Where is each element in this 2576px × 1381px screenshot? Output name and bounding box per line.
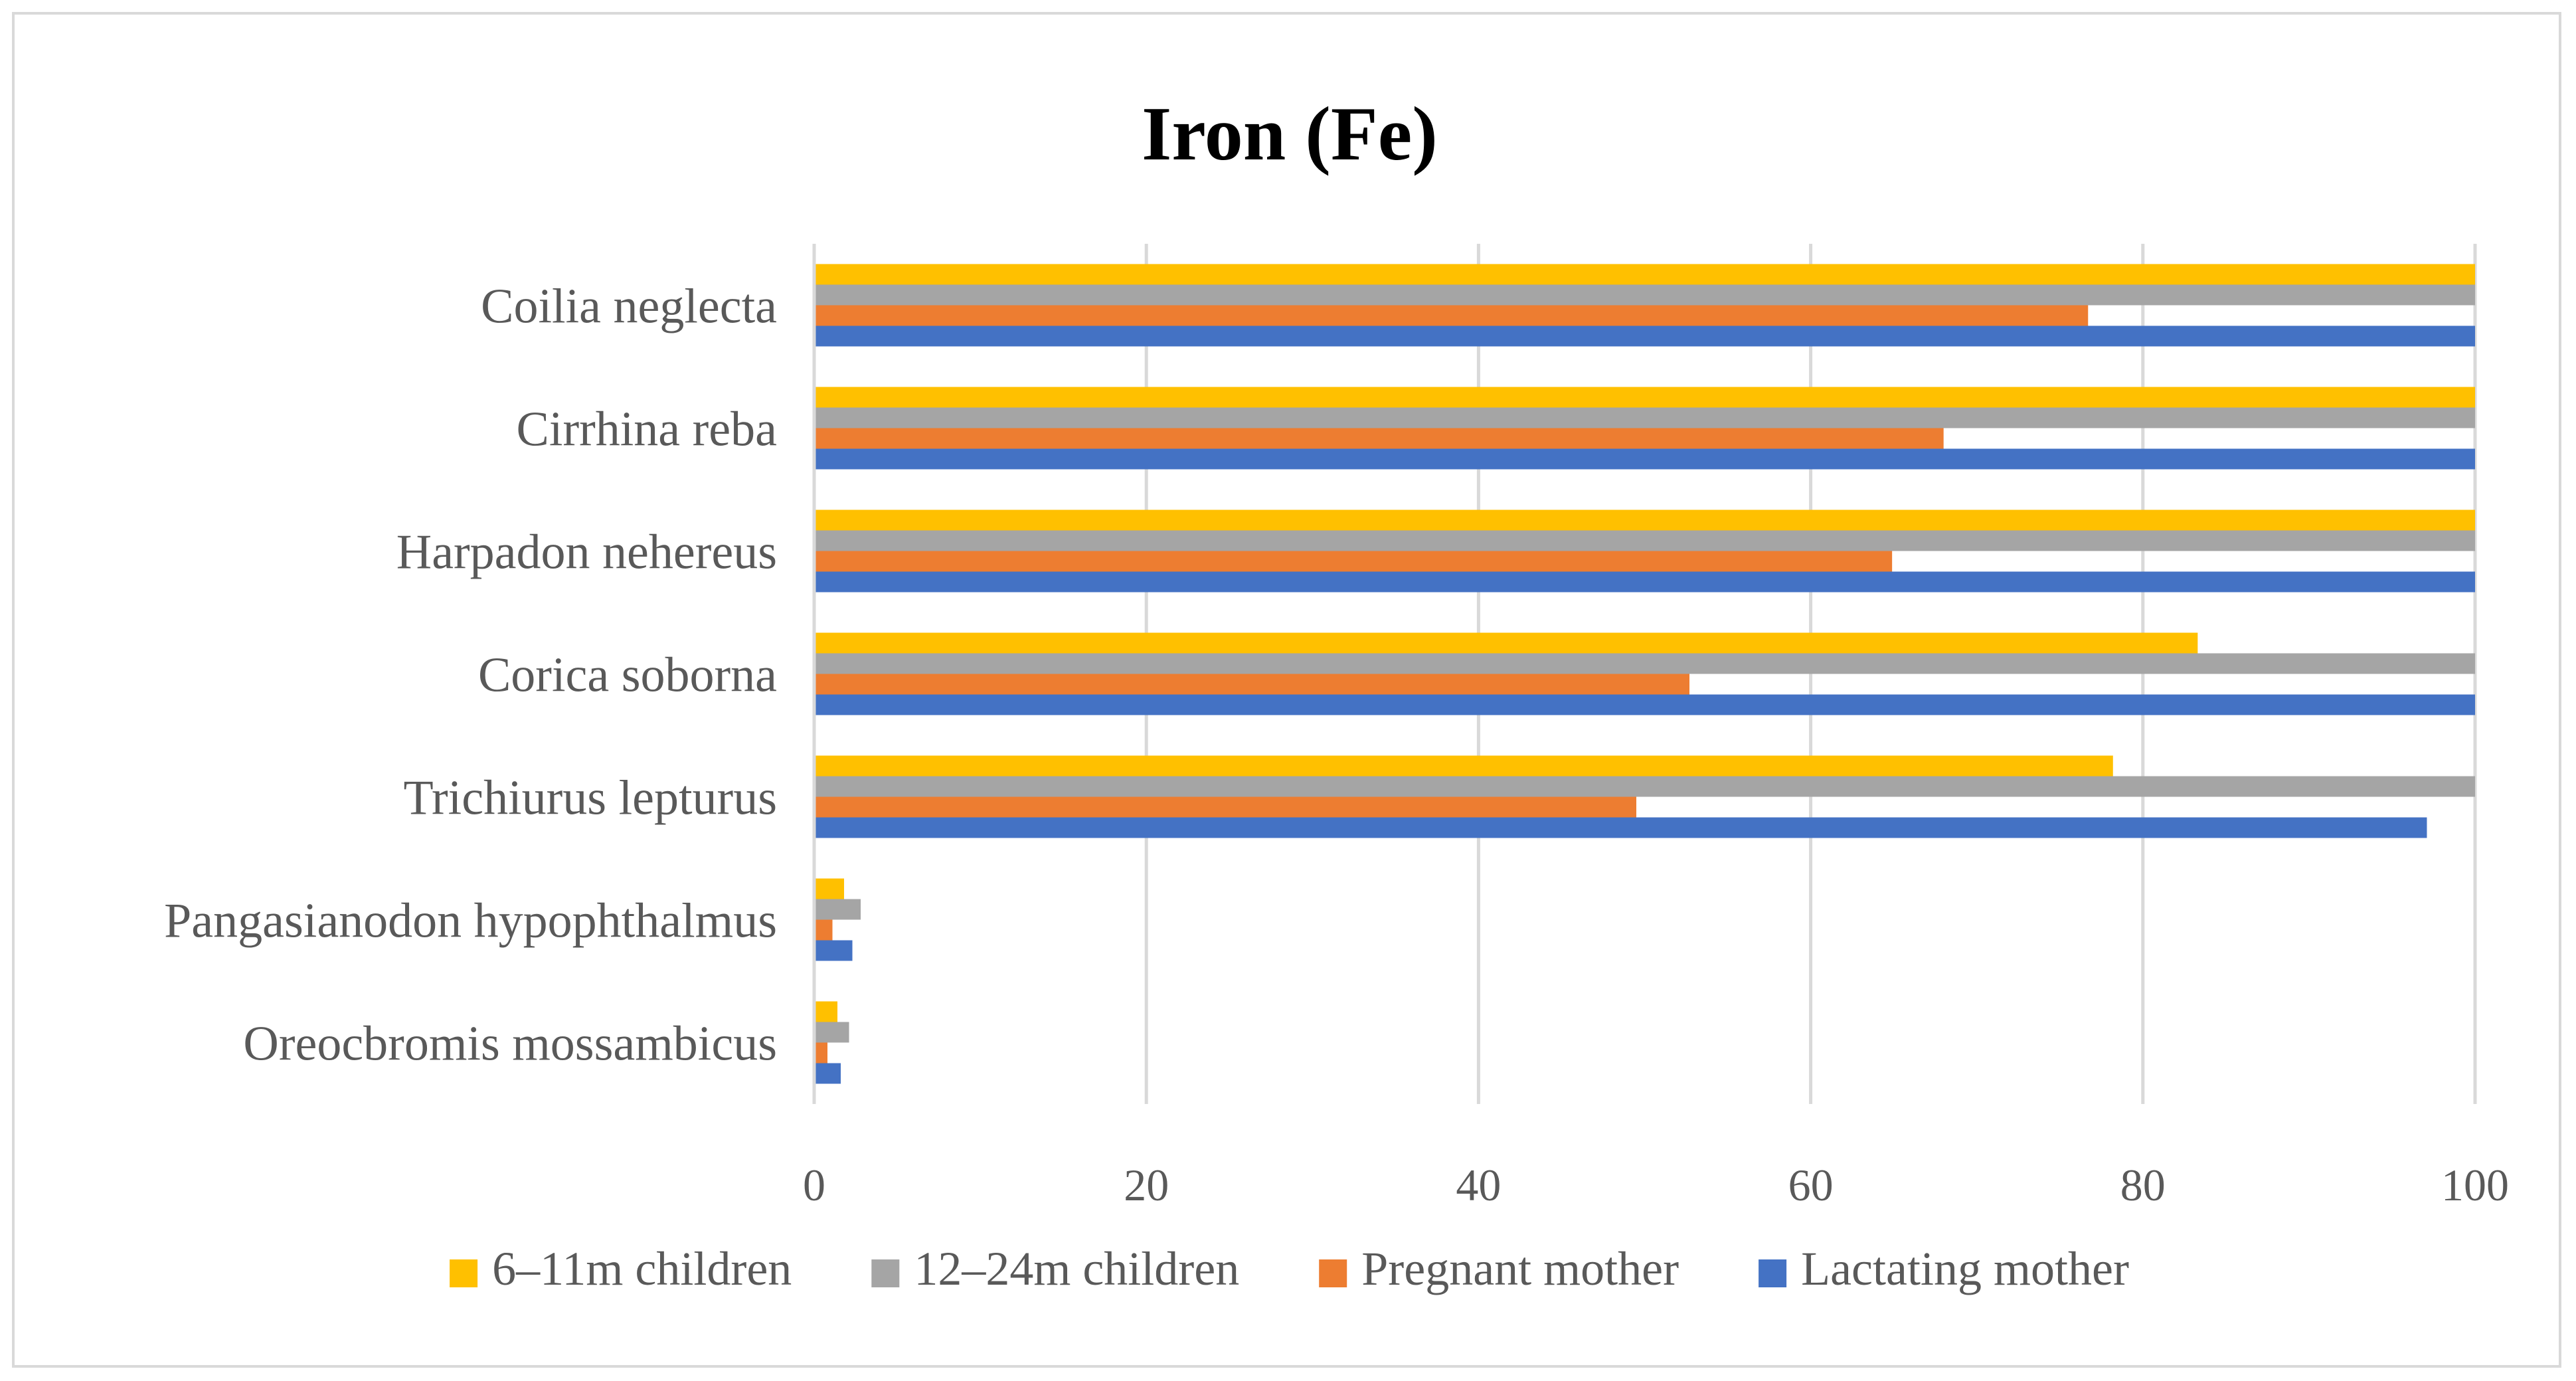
x-tick-label-100: 100 bbox=[2441, 1160, 2509, 1210]
x-tick-label-0: 0 bbox=[803, 1160, 825, 1210]
legend-swatch-pregnant-mother bbox=[1319, 1259, 1347, 1287]
category-label-oreocbromis-mossambicus: Oreocbromis mossambicus bbox=[243, 1017, 777, 1071]
bar-trichiurus-lepturus-lactating-mother bbox=[814, 817, 2427, 838]
bar-cirrhina-reba-12-24m-children bbox=[814, 407, 2475, 428]
bar-harpadon-nehereus-pregnant-mother bbox=[814, 551, 1893, 572]
bar-cirrhina-reba-lactating-mother bbox=[814, 448, 2475, 470]
bar-trichiurus-lepturus-pregnant-mother bbox=[814, 796, 1636, 818]
category-label-corica-soborna: Corica soborna bbox=[478, 648, 777, 703]
chart-title: Iron (Fe) bbox=[1142, 92, 1438, 177]
bar-harpadon-nehereus-12-24m-children bbox=[814, 530, 2475, 551]
bars bbox=[814, 264, 2475, 1084]
bar-harpadon-nehereus-lactating-mother bbox=[814, 571, 2475, 593]
legend-label-lactating-mother: Lactating mother bbox=[1801, 1242, 2129, 1295]
bar-corica-soborna-lactating-mother bbox=[814, 694, 2475, 715]
legend-label-pregnant-mother: Pregnant mother bbox=[1361, 1242, 1679, 1295]
category-label-coilia-neglecta: Coilia neglecta bbox=[481, 280, 777, 334]
bar-trichiurus-lepturus-6-11m-children bbox=[814, 755, 2113, 777]
category-label-pangasianodon-hypophthalmus: Pangasianodon hypophthalmus bbox=[164, 894, 777, 949]
bar-harpadon-nehereus-6-11m-children bbox=[814, 509, 2475, 531]
bar-cirrhina-reba-pregnant-mother bbox=[814, 428, 1944, 449]
legend-swatch-12-24m-children bbox=[871, 1259, 900, 1287]
legend-label-12-24m-children: 12–24m children bbox=[914, 1242, 1239, 1295]
x-tick-labels: 0 20 40 60 80 100 bbox=[803, 1160, 2509, 1210]
x-tick-label-80: 80 bbox=[2120, 1160, 2166, 1210]
bar-pangasianodon-hypophthalmus-12-24m-children bbox=[814, 899, 861, 920]
chart-frame: Iron (Fe) Coilia neglecta Cirrhina reba Ha… bbox=[12, 12, 2561, 1368]
bar-trichiurus-lepturus-12-24m-children bbox=[814, 776, 2475, 797]
x-tick-label-60: 60 bbox=[1788, 1160, 1834, 1210]
bar-corica-soborna-pregnant-mother bbox=[814, 674, 1690, 695]
legend-label-6-11m-children: 6–11m children bbox=[492, 1242, 792, 1295]
bar-oreocbromis-mossambicus-lactating-mother bbox=[814, 1063, 841, 1084]
x-tick-label-20: 20 bbox=[1124, 1160, 1169, 1210]
category-label-trichiurus-lepturus: Trichiurus lepturus bbox=[403, 771, 777, 826]
bar-pangasianodon-hypophthalmus-lactating-mother bbox=[814, 940, 853, 961]
chart-svg: Iron (Fe) Coilia neglecta Cirrhina reba Ha… bbox=[164, 92, 2509, 1295]
category-label-harpadon-nehereus: Harpadon nehereus bbox=[396, 525, 777, 580]
bar-corica-soborna-12-24m-children bbox=[814, 653, 2475, 674]
bar-oreocbromis-mossambicus-6-11m-children bbox=[814, 1001, 838, 1022]
bar-coilia-neglecta-6-11m-children bbox=[814, 264, 2475, 285]
bar-coilia-neglecta-lactating-mother bbox=[814, 325, 2475, 347]
legend-swatch-6-11m-children bbox=[450, 1259, 478, 1287]
bar-coilia-neglecta-pregnant-mother bbox=[814, 305, 2089, 326]
legend-swatch-lactating-mother bbox=[1759, 1259, 1787, 1287]
category-label-cirrhina-reba: Cirrhina reba bbox=[517, 403, 777, 457]
bar-coilia-neglecta-12-24m-children bbox=[814, 284, 2475, 306]
bar-cirrhina-reba-6-11m-children bbox=[814, 387, 2475, 408]
bar-pangasianodon-hypophthalmus-pregnant-mother bbox=[814, 919, 833, 941]
bar-oreocbromis-mossambicus-pregnant-mother bbox=[814, 1042, 828, 1063]
x-tick-label-40: 40 bbox=[1456, 1160, 1501, 1210]
bar-pangasianodon-hypophthalmus-6-11m-children bbox=[814, 878, 845, 899]
legend: 6–11m children 12–24m children Pregnant mo… bbox=[450, 1242, 2129, 1295]
category-labels: Coilia neglecta Cirrhina reba Harpadon neh… bbox=[164, 280, 777, 1071]
bar-oreocbromis-mossambicus-12-24m-children bbox=[814, 1022, 849, 1043]
bar-corica-soborna-6-11m-children bbox=[814, 632, 2198, 654]
